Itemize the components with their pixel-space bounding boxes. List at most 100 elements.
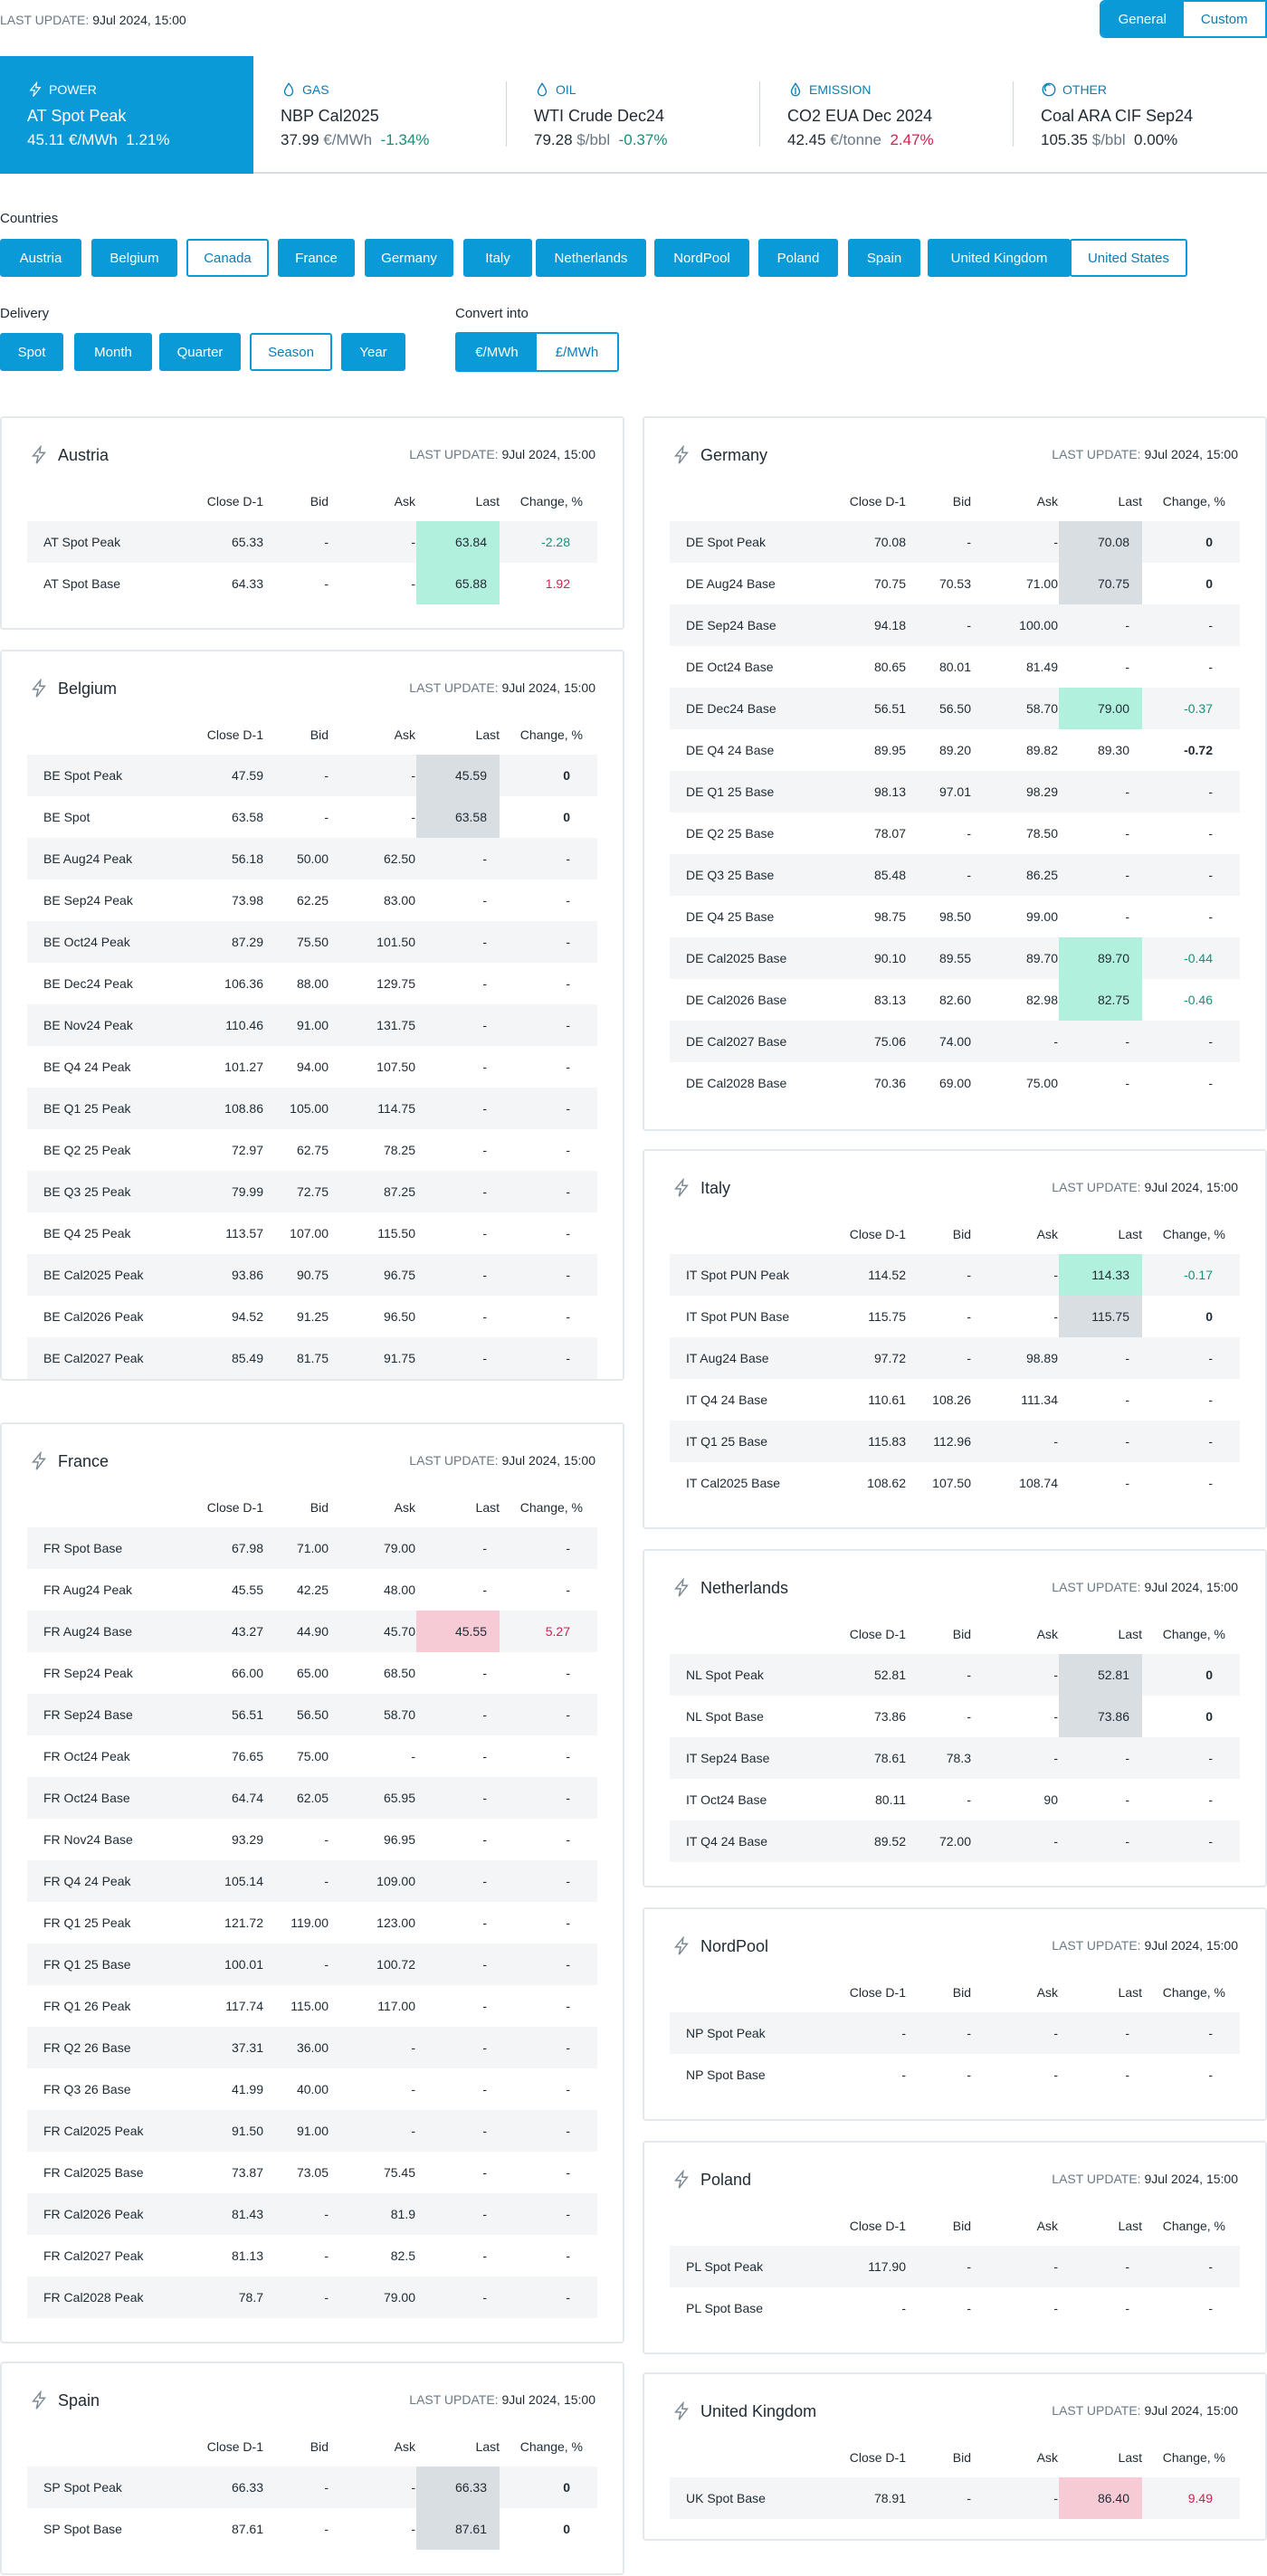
column-header[interactable]: Ask (1036, 2450, 1058, 2465)
column-header[interactable]: Bid (952, 1227, 971, 1241)
table-row[interactable]: IT Spot PUN Base 115.75- -115.75 0 (670, 1296, 1240, 1337)
table-row[interactable]: FR Q3 26 Base 41.99 40.00 - - - (27, 2068, 597, 2110)
column-header[interactable]: Ask (1036, 1227, 1058, 1241)
table-row[interactable]: FR Q1 26 Peak 117.74 115.00 117.00 - - (27, 1985, 597, 2027)
country-filter-netherlands[interactable]: Netherlands (536, 239, 646, 277)
table-row[interactable]: BE Spot Peak 47.59- -45.59 0 (27, 755, 597, 796)
table-row[interactable]: NP Spot Peak - - - - - (670, 2012, 1240, 2054)
table-row[interactable]: FR Oct24 Base 64.74 62.05 65.95 - - (27, 1777, 597, 1819)
column-header[interactable]: Close D-1 (849, 1227, 906, 1241)
table-row[interactable]: DE Cal2025 Base 90.10 89.55 89.70 89.70 -0.44 (670, 937, 1240, 979)
table-row[interactable]: IT Oct24 Base 80.11 - 90 - - (670, 1779, 1240, 1820)
column-header[interactable]: Change, % (519, 727, 583, 742)
column-header[interactable]: Ask (1036, 1985, 1058, 2000)
column-header[interactable]: Ask (394, 1500, 415, 1515)
table-row[interactable]: BE Cal2025 Peak 93.86 90.75 96.75 - - (27, 1254, 597, 1296)
column-header[interactable]: Bid (310, 494, 329, 509)
delivery-filter-year[interactable]: Year (341, 333, 405, 371)
table-row[interactable]: BE Aug24 Peak 56.18 50.00 62.50 - - (27, 838, 597, 879)
table-row[interactable]: FR Cal2028 Peak 78.7 - 79.00 - - (27, 2277, 597, 2318)
table-row[interactable]: DE Q3 25 Base 85.48 - 86.25 - - (670, 854, 1240, 896)
table-row[interactable]: DE Sep24 Base 94.18 - 100.00 - - (670, 604, 1240, 646)
column-header[interactable]: Close D-1 (849, 2450, 906, 2465)
table-row[interactable]: AT Spot Base 64.33- -65.88 1.92 (27, 563, 597, 604)
table-row[interactable]: FR Sep24 Peak 66.00 65.00 68.50 - - (27, 1652, 597, 1694)
column-header[interactable]: Bid (952, 2219, 971, 2233)
column-header[interactable]: Close D-1 (206, 1500, 263, 1515)
column-header[interactable]: Last (475, 1500, 500, 1515)
country-filter-belgium[interactable]: Belgium (91, 239, 177, 277)
delivery-filter-season[interactable]: Season (250, 333, 332, 371)
column-header[interactable]: Close D-1 (206, 494, 263, 509)
delivery-filter-month[interactable]: Month (74, 333, 152, 371)
column-header[interactable]: Ask (1036, 2219, 1058, 2233)
table-row[interactable]: BE Q4 25 Peak 113.57 107.00 115.50 - - (27, 1212, 597, 1254)
ticker-item-oil[interactable]: OIL WTI Crude Dec24 79.28 $/bbl -0.37% (507, 56, 760, 174)
table-row[interactable]: NL Spot Base 73.86- -73.86 0 (670, 1696, 1240, 1737)
table-row[interactable]: DE Q4 25 Base 98.75 98.50 99.00 - - (670, 896, 1240, 937)
column-header[interactable]: Last (1118, 2219, 1142, 2233)
table-row[interactable]: IT Aug24 Base 97.72 - 98.89 - - (670, 1337, 1240, 1379)
column-header[interactable]: Last (475, 727, 500, 742)
column-header[interactable]: Bid (952, 2450, 971, 2465)
table-row[interactable]: BE Cal2026 Peak 94.52 91.25 96.50 - - (27, 1296, 597, 1337)
delivery-filter-quarter[interactable]: Quarter (159, 333, 241, 371)
table-row[interactable]: PL Spot Peak 117.90 - - - - (670, 2246, 1240, 2287)
table-row[interactable]: FR Sep24 Base 56.51 56.50 58.70 - - (27, 1694, 597, 1735)
tab-general[interactable]: General (1101, 2, 1184, 36)
table-row[interactable]: DE Cal2027 Base 75.06 74.00 - - - (670, 1021, 1240, 1062)
table-row[interactable]: BE Q3 25 Peak 79.99 72.75 87.25 - - (27, 1171, 597, 1212)
country-filter-austria[interactable]: Austria (0, 239, 81, 277)
column-header[interactable]: Bid (310, 727, 329, 742)
table-row[interactable]: FR Q1 25 Peak 121.72 119.00 123.00 - - (27, 1902, 597, 1944)
table-row[interactable]: FR Q1 25 Base 100.01 - 100.72 - - (27, 1944, 597, 1985)
column-header[interactable]: Bid (310, 2439, 329, 2454)
table-row[interactable]: FR Q2 26 Base 37.31 36.00 - - - (27, 2027, 597, 2068)
column-header[interactable]: Ask (394, 2439, 415, 2454)
table-row[interactable]: DE Cal2028 Base 70.36 69.00 75.00 - - (670, 1062, 1240, 1104)
country-filter-italy[interactable]: Italy (463, 239, 532, 277)
table-row[interactable]: BE Oct24 Peak 87.29 75.50 101.50 - - (27, 921, 597, 963)
table-row[interactable]: BE Cal2027 Peak 85.49 81.75 91.75 - - (27, 1337, 597, 1379)
table-row[interactable]: PL Spot Base - - - - - (670, 2287, 1240, 2329)
table-row[interactable]: DE Spot Peak 70.08- -70.08 0 (670, 521, 1240, 563)
table-row[interactable]: DE Q4 24 Base 89.95 89.20 89.82 89.30 -0.72 (670, 729, 1240, 771)
convert-gbp-mwh[interactable]: £/MWh (537, 334, 617, 370)
table-row[interactable]: BE Dec24 Peak 106.36 88.00 129.75 - - (27, 963, 597, 1004)
country-filter-united-states[interactable]: United States (1070, 239, 1187, 277)
table-row[interactable]: NP Spot Base - - - - - (670, 2054, 1240, 2096)
table-row[interactable]: BE Nov24 Peak 110.46 91.00 131.75 - - (27, 1004, 597, 1046)
column-header[interactable]: Close D-1 (849, 1985, 906, 2000)
table-row[interactable]: DE Oct24 Base 80.65 80.01 81.49 - - (670, 646, 1240, 688)
column-header[interactable]: Last (475, 494, 500, 509)
column-header[interactable]: Ask (394, 727, 415, 742)
table-row[interactable]: FR Cal2027 Peak 81.13 - 82.5 - - (27, 2235, 597, 2277)
table-row[interactable]: IT Spot PUN Peak 114.52- -114.33 -0.17 (670, 1254, 1240, 1296)
table-row[interactable]: FR Q4 24 Peak 105.14 - 109.00 - - (27, 1860, 597, 1902)
country-filter-nordpool[interactable]: NordPool (654, 239, 749, 277)
table-row[interactable]: BE Q1 25 Peak 108.86 105.00 114.75 - - (27, 1088, 597, 1129)
table-row[interactable]: AT Spot Peak 65.33- -63.84 -2.28 (27, 521, 597, 563)
table-row[interactable]: IT Q4 24 Base 110.61 108.26 111.34 - - (670, 1379, 1240, 1421)
delivery-filter-spot[interactable]: Spot (0, 333, 63, 371)
country-filter-spain[interactable]: Spain (848, 239, 920, 277)
country-filter-canada[interactable]: Canada (186, 239, 269, 277)
table-row[interactable]: NL Spot Peak 52.81- -52.81 0 (670, 1654, 1240, 1696)
tab-custom[interactable]: Custom (1183, 2, 1265, 36)
column-header[interactable]: Change, % (519, 494, 583, 509)
country-filter-france[interactable]: France (278, 239, 355, 277)
ticker-item-gas[interactable]: GAS NBP Cal2025 37.99 €/MWh -1.34% (253, 56, 507, 174)
column-header[interactable]: Change, % (519, 2439, 583, 2454)
column-header[interactable]: Close D-1 (849, 2219, 906, 2233)
table-row[interactable]: SP Spot Base 87.61- -87.61 0 (27, 2508, 597, 2550)
table-row[interactable]: DE Dec24 Base 56.51 56.50 58.70 79.00 -0.37 (670, 688, 1240, 729)
column-header[interactable]: Last (1118, 494, 1142, 509)
column-header[interactable]: Change, % (1162, 1227, 1225, 1241)
ticker-item-power[interactable]: POWER AT Spot Peak 45.11 €/MWh 1.21% (0, 56, 253, 174)
table-row[interactable]: FR Cal2025 Base 73.87 73.05 75.45 - - (27, 2152, 597, 2193)
column-header[interactable]: Last (1118, 2450, 1142, 2465)
table-row[interactable]: FR Nov24 Base 93.29 - 96.95 - - (27, 1819, 597, 1860)
table-row[interactable]: DE Q1 25 Base 98.13 97.01 98.29 - - (670, 771, 1240, 813)
column-header[interactable]: Change, % (1162, 494, 1225, 509)
table-row[interactable]: DE Cal2026 Base 83.13 82.60 82.98 82.75 -0.46 (670, 979, 1240, 1021)
